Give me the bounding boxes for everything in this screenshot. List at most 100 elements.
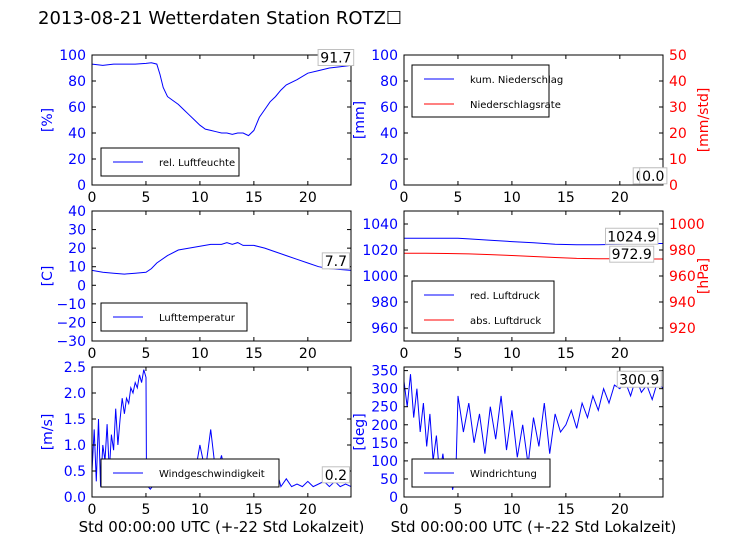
value-label: 0.2 <box>325 468 347 484</box>
y-tick-label: 1000 <box>362 269 398 285</box>
y-tick-label: 1.5 <box>64 412 86 428</box>
y-tick-label: 20 <box>68 241 86 257</box>
axes-frame-wind_speed <box>91 366 352 498</box>
x-tick-label: 20 <box>299 190 317 206</box>
legend-box <box>100 302 248 332</box>
y-tick-label: −30 <box>56 334 86 350</box>
y-tick-label: 0 <box>389 178 398 194</box>
y-tick-label: −10 <box>56 297 86 313</box>
y-tick-label: 50 <box>380 472 398 488</box>
y-tick-label: −20 <box>56 315 86 331</box>
y-tick-label-right: 40 <box>669 74 687 90</box>
legend-box <box>411 280 555 334</box>
y-tick-label: 0.5 <box>64 464 86 480</box>
y-tick-label: 10 <box>68 260 86 276</box>
series-line-humidity-0 <box>92 62 351 137</box>
x-tick-label: 15 <box>557 346 575 362</box>
y-axis-label: [deg] <box>352 413 368 450</box>
x-axis-label-right: Std 00:00:00 UTC (+-22 Std Lokalzeit) <box>391 518 677 536</box>
x-tick-label: 5 <box>141 502 150 518</box>
value-label-box <box>639 167 668 185</box>
y-tick-label: 200 <box>371 418 398 434</box>
y-axis-label-right: [hPa] <box>696 258 712 294</box>
y-tick-label: 100 <box>371 48 398 64</box>
y-tick-label-right: 20 <box>669 126 687 142</box>
y-tick-label-right: 1000 <box>669 217 705 233</box>
x-axis-label-left: Std 00:00:00 UTC (+-22 Std Lokalzeit) <box>79 518 365 536</box>
y-tick-label: 0 <box>389 490 398 506</box>
x-tick-label: 10 <box>191 346 209 362</box>
figure-title-text: 2013-08-21 Wetterdaten Station ROTZ <box>38 8 386 29</box>
x-tick-label: 5 <box>453 346 462 362</box>
y-tick-label: 0 <box>77 278 86 294</box>
y-tick-label-right: 50 <box>669 48 687 64</box>
x-tick-label: 5 <box>453 190 462 206</box>
x-tick-label: 5 <box>141 346 150 362</box>
x-tick-label: 10 <box>503 346 521 362</box>
x-tick-label: 5 <box>453 502 462 518</box>
value-label-box <box>317 49 355 66</box>
y-tick-label: 0 <box>77 178 86 194</box>
x-tick-label: 0 <box>88 502 97 518</box>
y-tick-label: 250 <box>371 400 398 416</box>
y-tick-label: 350 <box>371 364 398 380</box>
value-label: 7.7 <box>325 254 347 270</box>
y-tick-label-right: 10 <box>669 152 687 168</box>
panel-pressure: 0 5 10 15 20 960 980 1000 1020 1040 920 940 960 980 10… <box>362 210 712 362</box>
x-tick-label: 20 <box>611 502 629 518</box>
y-tick-label: 40 <box>68 126 86 142</box>
y-axis-label-right: [mm/std] <box>696 88 712 153</box>
y-tick-label: 1020 <box>362 243 398 259</box>
x-tick-label: 0 <box>400 346 409 362</box>
x-tick-label: 15 <box>245 346 263 362</box>
value-label: 0.0 <box>642 169 664 185</box>
legend-entry-label: Windgeschwindigkeit <box>159 469 265 480</box>
x-tick-label: 20 <box>299 346 317 362</box>
panel-humidity: 0 5 10 15 20 0 20 40 60 80 100 [%] 91.7 rel. Luftfeuc… <box>40 48 355 206</box>
value-label-box <box>605 227 659 245</box>
y-tick-label-right: 0 <box>669 178 678 194</box>
x-tick-label: 10 <box>503 190 521 206</box>
series-line-wind_direction-0 <box>404 374 663 490</box>
y-tick-label-right: 30 <box>669 100 687 116</box>
x-tick-label: 10 <box>503 502 521 518</box>
y-axis-label: [%] <box>40 108 56 132</box>
y-tick-label-right: 960 <box>669 269 696 285</box>
x-tick-label: 15 <box>557 190 575 206</box>
figure-title-suffix: ☐ <box>385 8 402 29</box>
value-label-box <box>321 252 350 270</box>
value-label: 1024.9 <box>607 229 656 245</box>
y-tick-label: 2.5 <box>64 360 86 376</box>
legend-entry-label: kum. Niederschlag <box>470 75 563 86</box>
y-tick-label: 300 <box>371 382 398 398</box>
legend-entry-label: abs. Luftdruck <box>470 316 541 327</box>
series-line-temperature-0 <box>92 242 351 275</box>
legend-entry-label: rel. Luftfeuchte <box>159 158 235 169</box>
legend-entry-label: Lufttemperatur <box>159 313 236 324</box>
value-label: 972.9 <box>612 247 652 263</box>
y-tick-label: 100 <box>59 48 86 64</box>
panel-wind_direction: 0 5 10 15 20050100150200250300350[deg]300.9W… <box>352 364 664 518</box>
value-label: 300.9 <box>619 372 659 388</box>
x-tick-label: 5 <box>141 190 150 206</box>
x-tick-label: 20 <box>299 502 317 518</box>
value-label-box <box>609 245 655 263</box>
legend-box <box>411 64 550 118</box>
x-tick-label: 0 <box>400 502 409 518</box>
axes-frame-temperature <box>91 210 352 342</box>
y-tick-label: 1040 <box>362 217 398 233</box>
value-label: 91.7 <box>320 51 351 67</box>
y-tick-label: 80 <box>68 74 86 90</box>
y-tick-label: 40 <box>380 126 398 142</box>
x-tick-label: 0 <box>400 190 409 206</box>
y-axis-label: [mm] <box>352 101 368 139</box>
y-tick-label: 30 <box>68 223 86 239</box>
y-axis-label: [m/s] <box>40 414 56 451</box>
value-label-box <box>321 466 350 484</box>
x-tick-label: 20 <box>611 346 629 362</box>
x-tick-label: 0 <box>88 346 97 362</box>
y-tick-label: 100 <box>371 454 398 470</box>
x-tick-label: 15 <box>245 190 263 206</box>
y-tick-label: 60 <box>380 100 398 116</box>
value-label-box <box>616 370 662 388</box>
